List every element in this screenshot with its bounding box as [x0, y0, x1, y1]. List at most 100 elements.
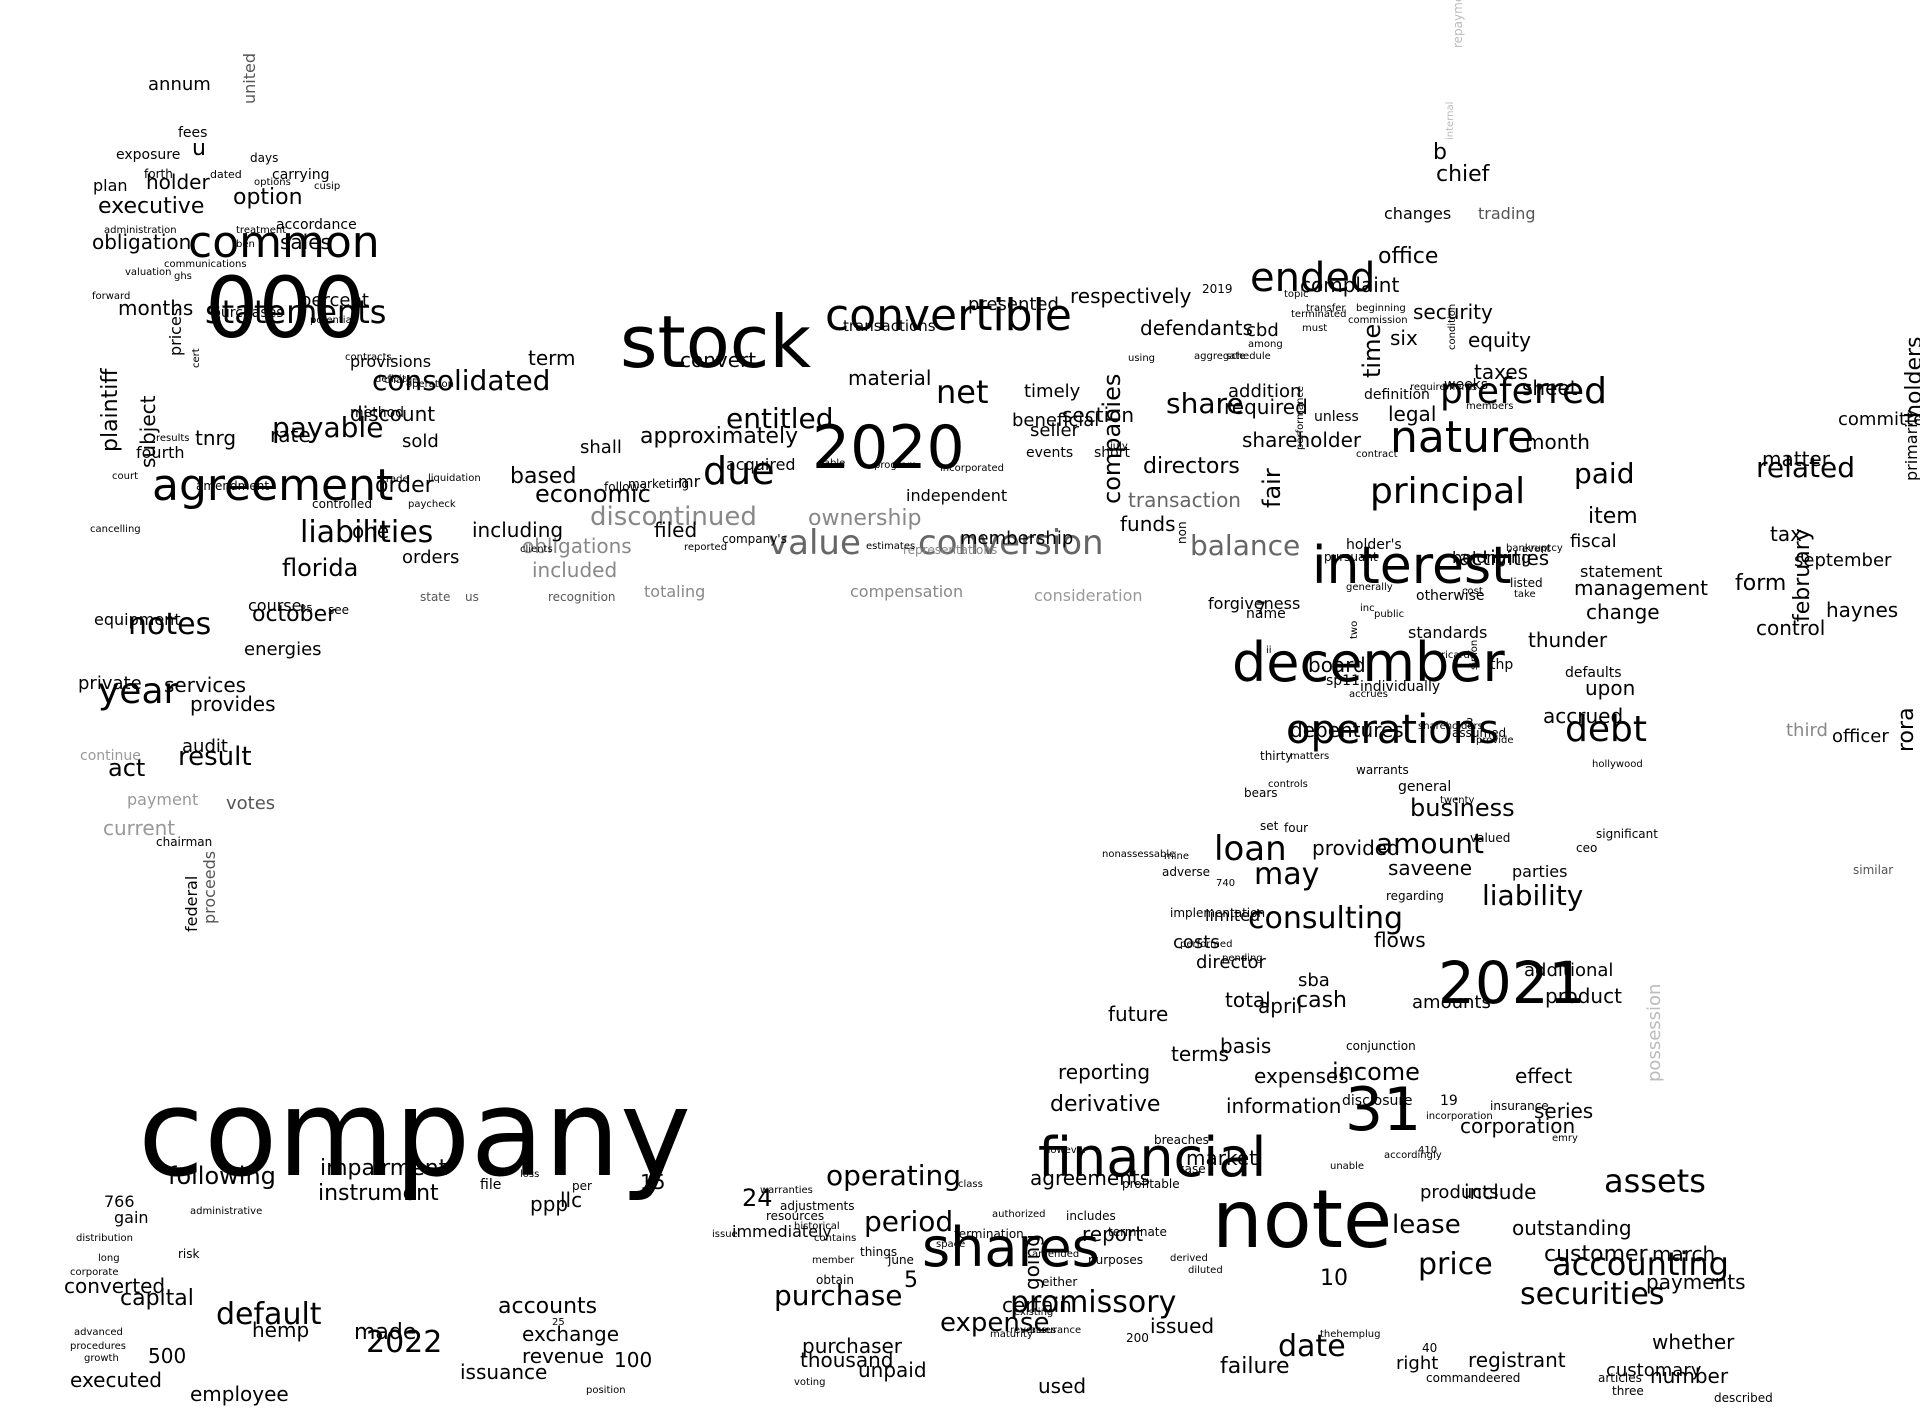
cloud-word: timely — [1024, 381, 1081, 402]
cloud-word: federal — [182, 875, 201, 932]
cloud-word: controlled — [312, 497, 372, 511]
cloud-word: possession — [1644, 983, 1665, 1082]
cloud-word: june — [888, 1253, 914, 1267]
cloud-word: current — [103, 816, 176, 840]
cloud-word: event — [1522, 544, 1551, 555]
cloud-word: 410 — [1418, 1145, 1438, 1156]
cloud-word: sold — [402, 431, 439, 452]
cloud-word: events — [1026, 445, 1074, 461]
cloud-word: complaint — [1300, 273, 1400, 297]
cloud-word: belonging — [1452, 548, 1532, 567]
cloud-word: fair — [1258, 468, 1286, 508]
cloud-word: payable — [272, 411, 384, 444]
cloud-word: sheet — [1522, 376, 1578, 400]
cloud-word: rate — [270, 423, 311, 447]
cloud-word: share — [1166, 387, 1244, 420]
cloud-word: set — [1260, 819, 1279, 833]
cloud-word: advanced — [74, 1327, 123, 1338]
cloud-word: third — [1786, 720, 1828, 741]
cloud-word: loss — [520, 1169, 540, 1180]
cloud-word: paycheck — [408, 499, 456, 510]
cloud-word: three — [1612, 1384, 1644, 1398]
cloud-word: period — [864, 1205, 954, 1238]
cloud-word: thousand — [800, 1348, 894, 1372]
cloud-word: lease — [1392, 1210, 1461, 1240]
cloud-word: name — [1246, 606, 1286, 622]
cloud-word: convertible — [825, 290, 1072, 341]
cloud-word: agreements — [1030, 1166, 1151, 1190]
cloud-word: assurance — [1030, 1325, 1082, 1336]
cloud-word: based — [510, 464, 577, 489]
cloud-word: court — [112, 471, 138, 482]
cloud-word: 10 — [1320, 1266, 1348, 1291]
cloud-word: days — [250, 151, 279, 165]
cloud-word: valuation — [125, 267, 172, 278]
cloud-word: members — [1466, 401, 1514, 412]
cloud-word: flows — [1374, 928, 1426, 952]
cloud-word: procedures — [70, 1341, 126, 1352]
cloud-word: chairman — [156, 835, 213, 849]
cloud-word: provides — [190, 692, 276, 716]
cloud-word: 000 — [205, 259, 366, 357]
cloud-word: respectively — [1070, 284, 1192, 308]
cloud-word: unless — [1314, 409, 1359, 425]
cloud-word: rora — [1894, 707, 1919, 752]
cloud-word: provided — [1312, 836, 1400, 860]
cloud-word: two — [1349, 620, 1360, 639]
cloud-word: term — [528, 346, 576, 370]
cloud-word: number — [1650, 1364, 1729, 1388]
cloud-word: controls — [1268, 779, 1308, 790]
cloud-word: mr — [678, 472, 701, 491]
cloud-word: services — [164, 673, 247, 697]
cloud-word: 5 — [904, 1268, 918, 1293]
cloud-word: upon — [1585, 676, 1636, 700]
cloud-word: ghs — [174, 271, 192, 282]
cloud-word: implementation — [1170, 906, 1266, 920]
cloud-word: interest — [1312, 536, 1512, 596]
cloud-word: conjunction — [1346, 1039, 1416, 1053]
cloud-word: program — [874, 460, 917, 471]
cloud-word: plan — [93, 176, 128, 195]
cloud-word: 740 — [1216, 878, 1236, 889]
cloud-word: four — [1284, 821, 1309, 835]
cloud-word: position — [586, 1385, 626, 1396]
cloud-word: transactions — [843, 317, 936, 335]
cloud-word: company — [138, 1065, 692, 1204]
cloud-word: used — [1038, 1374, 1087, 1398]
cloud-word: non — [1175, 521, 1189, 544]
cloud-word: listed — [1510, 576, 1543, 590]
cloud-word: terminate — [1108, 1225, 1167, 1239]
cloud-word: must — [1302, 323, 1328, 334]
cloud-word: obligations — [522, 534, 632, 558]
cloud-word: compensation — [850, 582, 964, 601]
cloud-word: state — [420, 590, 451, 604]
cloud-word: provisions — [350, 352, 432, 371]
cloud-word: assumed — [1452, 726, 1507, 740]
cloud-word: sales — [280, 230, 331, 254]
cloud-word: 2019 — [1202, 282, 1233, 296]
cloud-word: six — [1390, 326, 1418, 350]
cloud-word: tnrg — [195, 426, 237, 450]
cloud-word: product — [1545, 984, 1622, 1008]
cloud-word: nature — [1390, 412, 1535, 463]
cloud-word: repayments — [1451, 0, 1465, 48]
cloud-word: debt — [1565, 709, 1647, 750]
cloud-word: annum — [148, 74, 211, 95]
cloud-word: long — [98, 1253, 120, 1264]
cloud-word: cost — [1462, 586, 1483, 597]
cloud-word: emry — [1552, 1133, 1578, 1144]
cloud-word: ben — [236, 239, 255, 250]
cloud-word: orders — [402, 547, 460, 568]
cloud-word: valued — [1470, 831, 1511, 845]
cloud-word: loan — [1214, 829, 1287, 869]
cloud-word: continue — [80, 748, 141, 764]
cloud-word: schedule — [1226, 351, 1271, 362]
cloud-word: agreement — [152, 460, 394, 511]
cloud-word: convert — [680, 348, 757, 372]
cloud-word: going — [1020, 1234, 1044, 1290]
cloud-word: certain — [1002, 1293, 1072, 1317]
cloud-word: condition — [1447, 303, 1458, 350]
cloud-word: instrument — [318, 1181, 439, 1206]
cloud-word: statements — [205, 293, 387, 331]
cloud-word: proceeds — [200, 850, 219, 924]
